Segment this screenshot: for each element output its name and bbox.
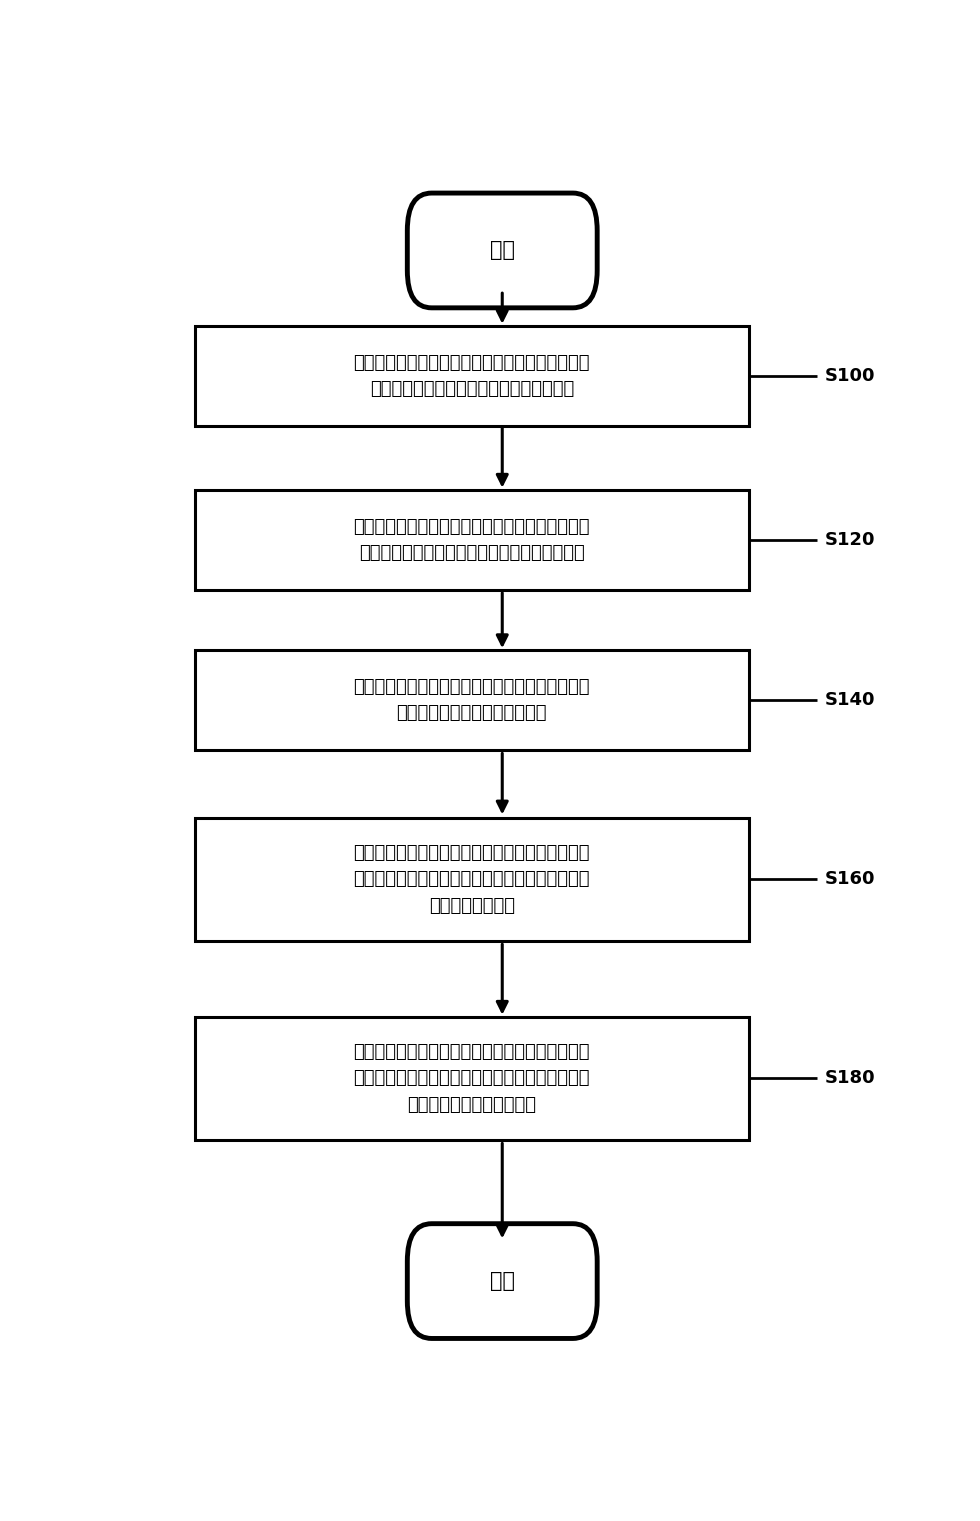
FancyBboxPatch shape [195,818,749,941]
Text: S100: S100 [825,367,875,385]
FancyBboxPatch shape [195,325,749,426]
FancyBboxPatch shape [195,1018,749,1139]
Text: 结束: 结束 [490,1272,514,1291]
Text: 根据相关规范及标准，对所述管网布设方案进行缓
冲区碰撞处理分析，搜索管网周围的设施以及分析
管网布设影响因素: 根据相关规范及标准，对所述管网布设方案进行缓 冲区碰撞处理分析，搜索管网周围的设… [354,844,590,914]
Text: 在三维虚拟城市系统实现基于管点数据、管井数据
和二维管线数据的地下三维管网模型生成与管理: 在三维虚拟城市系统实现基于管点数据、管井数据 和二维管线数据的地下三维管网模型生… [354,517,590,561]
FancyBboxPatch shape [408,193,597,307]
FancyBboxPatch shape [195,490,749,590]
Text: 根据所述管网布设影响因素进行优化分析，得出适
合于地下管网布设的优化方案，并将结果在三维虚
拟城市系统中进行管理展示: 根据所述管网布设影响因素进行优化分析，得出适 合于地下管网布设的优化方案，并将结… [354,1043,590,1113]
Text: 根据所述地下三维管网模型，选定需要布设管网的
起止点，生成多种管网布设方案: 根据所述地下三维管网模型，选定需要布设管网的 起止点，生成多种管网布设方案 [354,678,590,722]
Text: 对遥感影像数据、数字高程模型数据、三维建筑模
型数据进行预处理，构建三维虚拟城市系统: 对遥感影像数据、数字高程模型数据、三维建筑模 型数据进行预处理，构建三维虚拟城市… [354,353,590,399]
Text: 开始: 开始 [490,240,514,260]
Text: S120: S120 [825,531,875,549]
FancyBboxPatch shape [195,651,749,750]
Text: S160: S160 [825,870,875,888]
Text: S140: S140 [825,691,875,709]
Text: S180: S180 [825,1069,876,1088]
FancyBboxPatch shape [408,1224,597,1338]
